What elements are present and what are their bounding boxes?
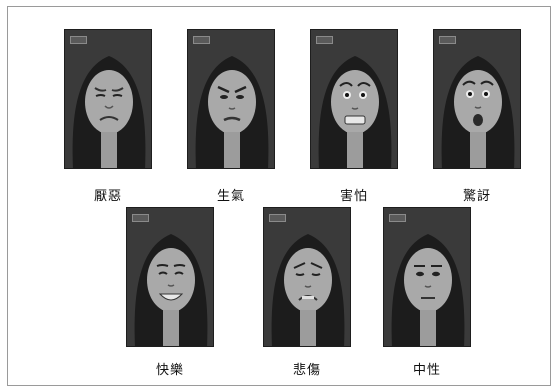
photo-id-tag	[70, 36, 87, 44]
face-tile-fear: 害怕	[310, 29, 398, 204]
face-tile-surprise: 驚訝	[433, 29, 521, 204]
face-tile-sadness: 悲傷	[263, 207, 351, 378]
expression-label-anger: 生氣	[216, 189, 245, 204]
face-photo-neutral	[383, 207, 471, 347]
figure-frame: 厭惡 生氣	[7, 6, 551, 386]
expression-label-disgust: 厭惡	[93, 189, 122, 204]
face-photo-anger	[187, 29, 275, 169]
face-photo-sadness	[263, 207, 351, 347]
expression-label-happiness: 快樂	[155, 363, 184, 378]
face-tile-neutral: 中性	[383, 207, 471, 378]
photo-id-tag	[193, 36, 210, 44]
photo-id-tag	[132, 214, 149, 222]
face-photo-fear	[310, 29, 398, 169]
face-photo-happiness	[126, 207, 214, 347]
expression-label-sadness: 悲傷	[292, 363, 321, 378]
photo-id-tag	[389, 214, 406, 222]
photo-id-tag	[439, 36, 456, 44]
photo-id-tag	[269, 214, 286, 222]
expression-label-surprise: 驚訝	[462, 189, 491, 204]
face-tile-happiness: 快樂	[126, 207, 214, 378]
face-photo-surprise	[433, 29, 521, 169]
photo-id-tag	[316, 36, 333, 44]
expression-label-fear: 害怕	[339, 189, 368, 204]
expression-label-neutral: 中性	[412, 363, 441, 378]
face-tile-anger: 生氣	[187, 29, 275, 204]
face-tile-disgust: 厭惡	[64, 29, 152, 204]
face-photo-disgust	[64, 29, 152, 169]
